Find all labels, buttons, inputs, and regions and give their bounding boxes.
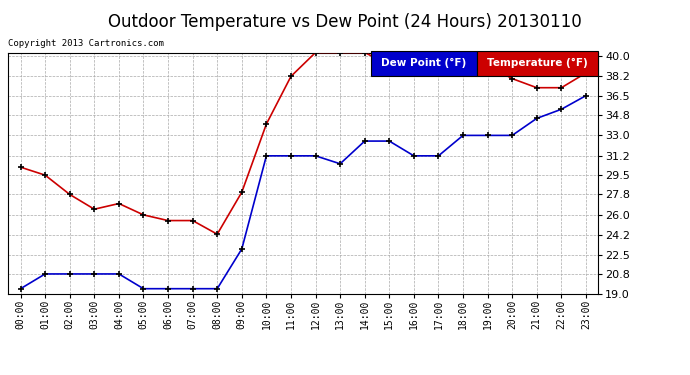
Text: Copyright 2013 Cartronics.com: Copyright 2013 Cartronics.com [8, 39, 164, 48]
Text: Outdoor Temperature vs Dew Point (24 Hours) 20130110: Outdoor Temperature vs Dew Point (24 Hou… [108, 13, 582, 31]
Text: Temperature (°F): Temperature (°F) [487, 58, 589, 68]
Text: Dew Point (°F): Dew Point (°F) [382, 58, 466, 68]
